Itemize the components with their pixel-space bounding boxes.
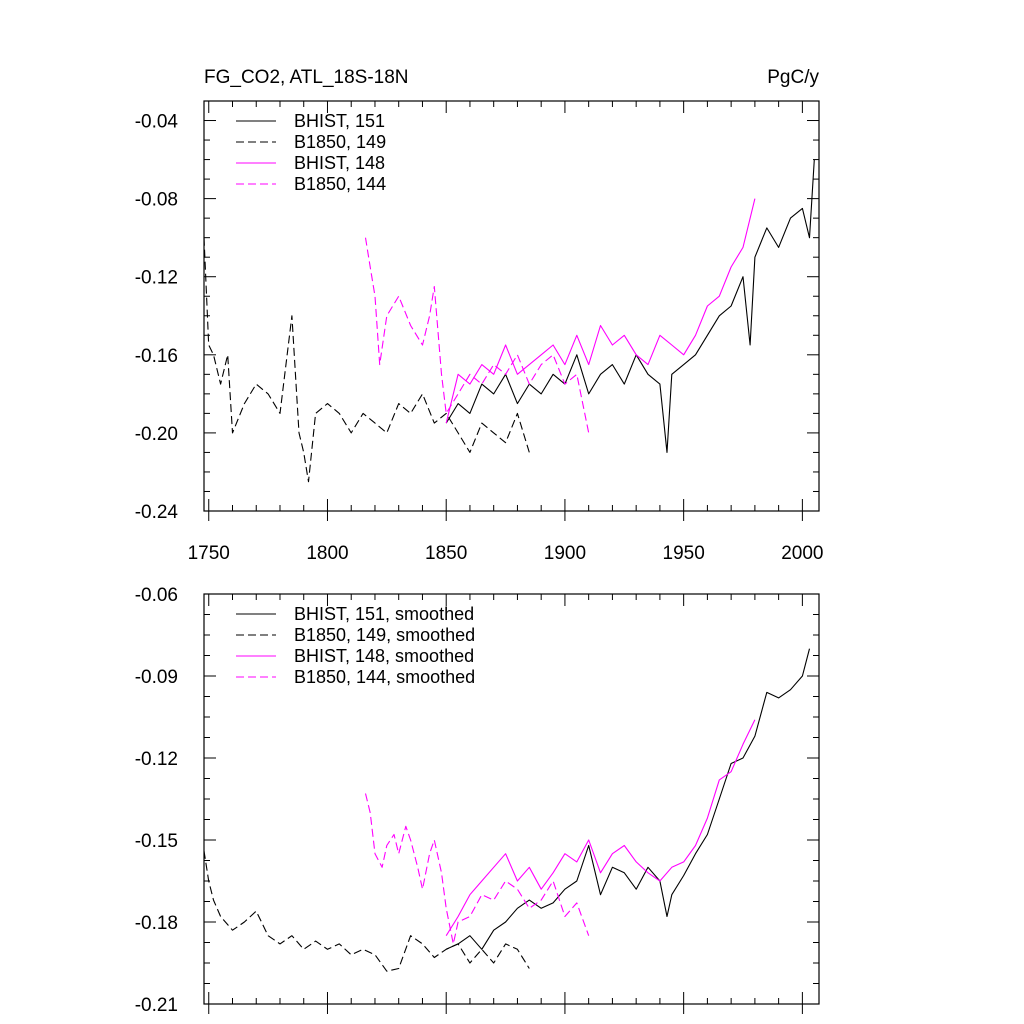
- y-tick-label: -0.08: [135, 190, 178, 211]
- legend-label: BHIST, 151, smoothed: [294, 604, 474, 624]
- x-tick-label: 1750: [188, 543, 230, 564]
- y-tick-label: -0.20: [135, 424, 178, 445]
- y-tick-label: -0.15: [135, 831, 178, 852]
- series-line-1: [203, 237, 530, 483]
- chart-title: FG_CO2, ATL_18S-18N: [204, 67, 409, 88]
- series-line-1: [203, 850, 530, 972]
- series-line-2: [445, 719, 756, 936]
- x-tick-label: 1800: [306, 543, 348, 564]
- x-tick-label: 1950: [663, 543, 705, 564]
- series-line-3: [364, 793, 590, 945]
- chart-units: PgC/y: [767, 67, 819, 88]
- legend-label: B1850, 149: [294, 132, 386, 152]
- y-tick-label: -0.12: [135, 268, 178, 289]
- y-tick-label: -0.04: [135, 112, 179, 133]
- x-tick-label: 2000: [781, 543, 823, 564]
- series-line-2: [445, 198, 756, 424]
- x-tick-label: 1850: [425, 543, 467, 564]
- legend-label: B1850, 144, smoothed: [294, 667, 475, 687]
- series-line-3: [364, 237, 590, 434]
- series-group: [203, 648, 811, 972]
- plot-frame: [203, 100, 820, 512]
- legend-label: BHIST, 151: [294, 111, 385, 131]
- x-tick-label: 1900: [544, 543, 586, 564]
- y-tick-label: -0.16: [135, 346, 178, 367]
- y-tick-label: -0.09: [135, 667, 178, 688]
- y-axis-labels: -0.24 -0.20 -0.16 -0.12 -0.08 -0.04: [135, 112, 179, 523]
- y-tick-label: -0.24: [135, 502, 179, 523]
- legend-label: BHIST, 148: [294, 153, 385, 173]
- series-line-0: [445, 648, 811, 950]
- series-group: [203, 159, 815, 483]
- top-panel: FG_CO2, ATL_18S-18N PgC/y BHIST, 151B185…: [135, 67, 824, 564]
- y-tick-label: -0.12: [135, 749, 178, 770]
- y-tick-label: -0.21: [135, 995, 178, 1016]
- legend-label: B1850, 149, smoothed: [294, 625, 475, 645]
- y-axis-labels: -0.21 -0.18 -0.15 -0.12 -0.09 -0.06: [135, 585, 178, 1016]
- x-axis-labels: 1750 1800 1850 1900 1950 2000: [188, 543, 824, 564]
- y-tick-label: -0.06: [135, 585, 178, 606]
- series-line-0: [445, 159, 815, 453]
- legend-label: B1850, 144: [294, 174, 386, 194]
- y-tick-label: -0.18: [135, 913, 178, 934]
- legend-label: BHIST, 148, smoothed: [294, 646, 474, 666]
